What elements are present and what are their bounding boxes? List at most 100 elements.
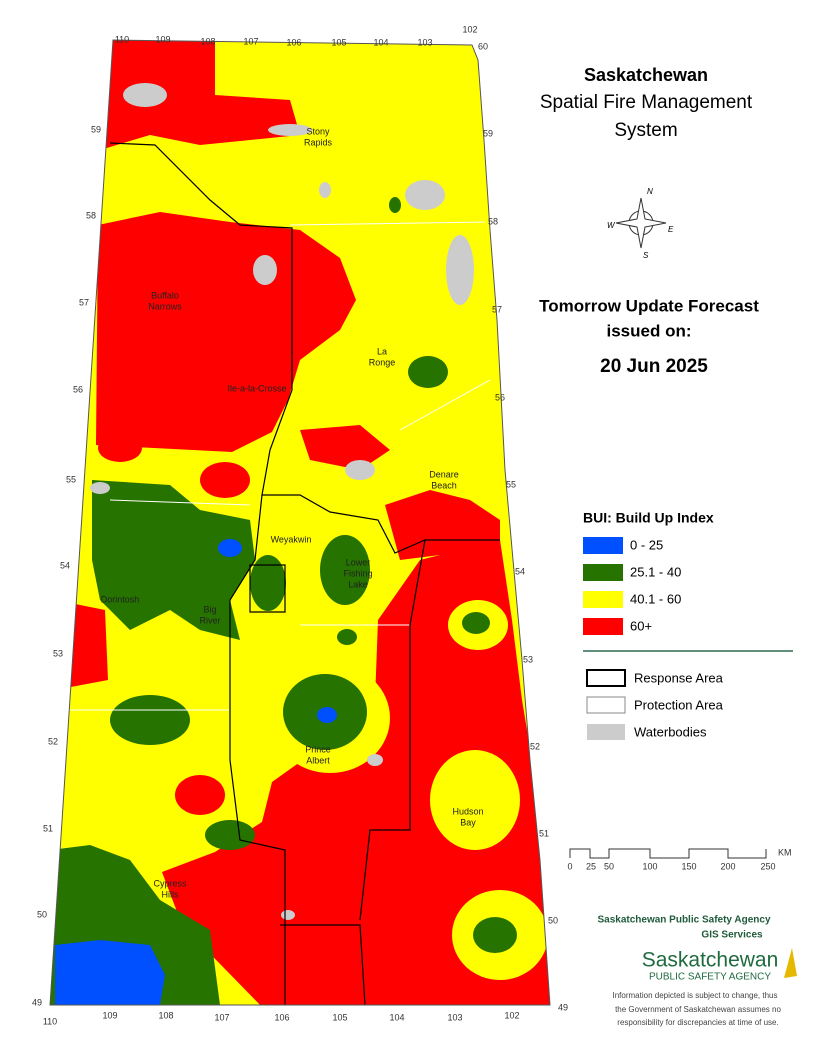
graticule-label: 49 — [32, 997, 42, 1007]
place-label: Prince — [305, 744, 331, 754]
place-label: Albert — [306, 755, 330, 765]
scale-label: 200 — [720, 861, 735, 871]
graticule-label: 52 — [48, 736, 58, 746]
legend-title: BUI: Build Up Index — [583, 510, 714, 526]
scale-label: 0 — [567, 861, 572, 871]
protection-swatch — [586, 696, 626, 714]
scale-bar — [569, 848, 767, 859]
place-label: Buffalo — [151, 290, 179, 300]
graticule-label: 52 — [530, 741, 540, 751]
waterbodies-swatch — [587, 724, 625, 740]
place-label: Hudson — [452, 806, 483, 816]
graticule-label: 53 — [53, 648, 63, 658]
compass-e: E — [668, 225, 674, 234]
compass-s: S — [643, 251, 649, 260]
graticule-label: 107 — [243, 36, 258, 46]
graticule-label: 57 — [79, 297, 89, 307]
legend: 0 - 25 25.1 - 40 40.1 - 60 60+ — [583, 537, 681, 635]
place-label: Beach — [431, 480, 457, 490]
graticule-label: 103 — [417, 37, 432, 47]
graticule-label: 109 — [102, 1010, 117, 1020]
legend-label: 40.1 - 60 — [630, 591, 681, 606]
place-label: Rapids — [304, 137, 333, 147]
place-label: Fishing — [343, 568, 372, 578]
graticule-label: 51 — [43, 823, 53, 833]
graticule-label: 102 — [462, 24, 477, 34]
scale-label: 150 — [681, 861, 696, 871]
legend-swatch — [583, 618, 623, 635]
place-label: Hills — [162, 889, 179, 899]
graticule-label: 59 — [91, 124, 101, 134]
compass: N E S W — [607, 187, 674, 260]
graticule-label: 54 — [60, 560, 70, 570]
legend-label: 0 - 25 — [630, 537, 663, 552]
graticule-label: 59 — [483, 128, 493, 138]
scale-label: 100 — [642, 861, 657, 871]
place-label: Denare — [429, 469, 459, 479]
title: Saskatchewan — [584, 65, 708, 85]
graticule-label: 58 — [488, 216, 498, 226]
place-label: Lake — [348, 579, 368, 589]
place-label: Cypress — [153, 878, 187, 888]
graticule-label: 55 — [506, 479, 516, 489]
place-label: Big — [203, 604, 216, 614]
graticule-label: 57 — [492, 304, 502, 314]
place-label: La — [377, 346, 387, 356]
graticule-labels: 110 109 108 107 106 105 104 103 102 110 109 108 107 1… — [32, 24, 568, 1026]
subtitle: System — [614, 120, 677, 141]
legend-label: Protection Area — [634, 697, 724, 712]
disclaimer: the Government of Saskatchewan assumes n… — [615, 1005, 781, 1014]
province-outline — [49, 39, 551, 1006]
scale-label: 250 — [760, 861, 775, 871]
forecast-issued: issued on: — [606, 321, 691, 340]
place-label: Narrows — [148, 301, 182, 311]
response-area-lines — [109, 142, 500, 1005]
place-label: Bay — [460, 817, 476, 827]
graticule-label: 50 — [37, 909, 47, 919]
graticule-label: 106 — [274, 1012, 289, 1022]
graticule-label: 110 — [43, 1016, 57, 1026]
legend-swatch — [583, 591, 623, 608]
place-label: Dorintosh — [101, 594, 140, 604]
forecast-date: 20 Jun 2025 — [600, 356, 708, 377]
legend-label: Waterbodies — [634, 724, 707, 739]
forecast-heading: Tomorrow Update Forecast — [539, 296, 759, 315]
graticule-label: 56 — [73, 384, 83, 394]
graticule-label: 109 — [155, 34, 170, 44]
graticule-label: 103 — [447, 1012, 462, 1022]
graticule-label: 104 — [373, 37, 388, 47]
bui-25-40 — [50, 197, 517, 1005]
graticule-label: 105 — [331, 37, 346, 47]
place-label: River — [199, 615, 220, 625]
legend-label: 60+ — [630, 618, 652, 633]
compass-w: W — [607, 221, 616, 230]
response-swatch — [586, 669, 626, 687]
graticule-label: 56 — [495, 392, 505, 402]
agency-unit: GIS Services — [701, 930, 763, 941]
logo-text: Saskatchewan — [642, 949, 779, 972]
place-label: Lower — [346, 557, 371, 567]
graticule-label: 54 — [515, 566, 525, 576]
disclaimer: Information depicted is subject to chang… — [613, 991, 778, 1000]
graticule-label: 105 — [332, 1012, 347, 1022]
graticule-label: 55 — [66, 474, 76, 484]
disclaimer: responsibility for discrepancies at time… — [617, 1018, 778, 1027]
legend-label: 25.1 - 40 — [630, 564, 681, 579]
bui-0-25 — [55, 539, 337, 1005]
graticule-label: 58 — [86, 210, 96, 220]
graticule-label: 60 — [478, 41, 488, 51]
scale-label: 25 — [586, 861, 596, 871]
place-label: Weyakwin — [271, 534, 312, 544]
graticule-label: 104 — [389, 1012, 404, 1022]
agency-name: Saskatchewan Public Safety Agency — [597, 915, 770, 926]
graticule-label: 51 — [539, 828, 549, 838]
legend-swatch — [583, 564, 623, 581]
legend-label: Response Area — [634, 670, 724, 685]
logo-subtext: PUBLIC SAFETY AGENCY — [649, 972, 771, 983]
scale-unit: KM — [778, 847, 792, 857]
compass-n: N — [647, 187, 653, 196]
scale-labels: 0 25 50 100 150 200 250 — [567, 861, 775, 871]
place-label: Ile-a-la-Crosse — [227, 383, 286, 393]
